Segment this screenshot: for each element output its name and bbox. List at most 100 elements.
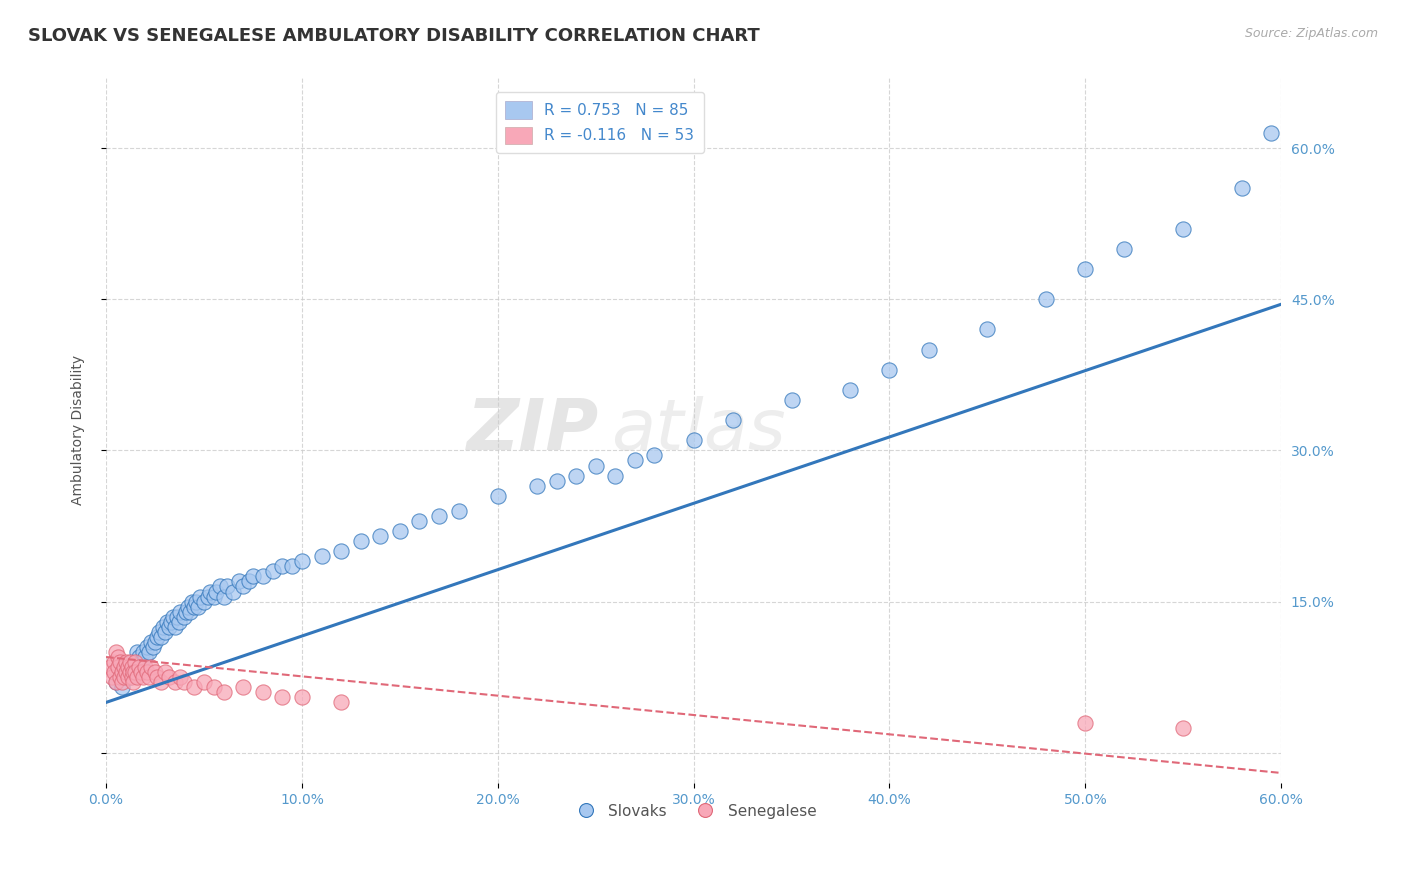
Point bbox=[976, 322, 998, 336]
Point bbox=[132, 645, 155, 659]
Point bbox=[252, 569, 274, 583]
Point bbox=[177, 599, 200, 614]
Point bbox=[202, 680, 225, 694]
Point bbox=[136, 640, 159, 654]
Point bbox=[202, 590, 225, 604]
Point bbox=[183, 680, 205, 694]
Point bbox=[917, 343, 939, 357]
Point bbox=[127, 645, 149, 659]
Point bbox=[311, 549, 333, 564]
Point bbox=[143, 665, 166, 680]
Point bbox=[103, 655, 125, 669]
Point bbox=[262, 565, 284, 579]
Point bbox=[682, 434, 704, 448]
Point bbox=[128, 650, 150, 665]
Point bbox=[107, 650, 129, 665]
Point bbox=[169, 605, 191, 619]
Point bbox=[124, 665, 146, 680]
Point bbox=[208, 579, 231, 593]
Point bbox=[139, 635, 162, 649]
Point bbox=[242, 569, 264, 583]
Y-axis label: Ambulatory Disability: Ambulatory Disability bbox=[72, 355, 86, 505]
Point bbox=[122, 675, 145, 690]
Point bbox=[1035, 292, 1057, 306]
Point bbox=[228, 574, 250, 589]
Point bbox=[138, 670, 160, 684]
Text: SLOVAK VS SENEGALESE AMBULATORY DISABILITY CORRELATION CHART: SLOVAK VS SENEGALESE AMBULATORY DISABILI… bbox=[28, 27, 759, 45]
Point bbox=[122, 665, 145, 680]
Point bbox=[121, 655, 143, 669]
Point bbox=[546, 474, 568, 488]
Point bbox=[193, 675, 215, 690]
Point bbox=[585, 458, 607, 473]
Point bbox=[98, 660, 121, 674]
Point bbox=[134, 650, 156, 665]
Point bbox=[486, 489, 509, 503]
Point bbox=[183, 599, 205, 614]
Point bbox=[350, 534, 373, 549]
Point bbox=[238, 574, 260, 589]
Point bbox=[134, 660, 156, 674]
Point bbox=[212, 685, 235, 699]
Point bbox=[188, 590, 211, 604]
Point bbox=[271, 690, 294, 705]
Point bbox=[131, 655, 153, 669]
Point bbox=[108, 670, 131, 684]
Point bbox=[142, 640, 165, 654]
Point bbox=[108, 655, 131, 669]
Point bbox=[281, 559, 304, 574]
Point bbox=[153, 624, 176, 639]
Point bbox=[388, 524, 411, 538]
Point bbox=[1260, 126, 1282, 140]
Point bbox=[159, 615, 181, 629]
Text: ZIP: ZIP bbox=[467, 396, 599, 465]
Point bbox=[176, 605, 198, 619]
Point bbox=[839, 383, 862, 397]
Point bbox=[217, 579, 239, 593]
Point bbox=[163, 675, 186, 690]
Point bbox=[193, 594, 215, 608]
Point bbox=[291, 690, 314, 705]
Point bbox=[104, 675, 127, 690]
Point bbox=[138, 645, 160, 659]
Point bbox=[291, 554, 314, 568]
Point bbox=[565, 468, 588, 483]
Point bbox=[212, 590, 235, 604]
Point bbox=[186, 594, 208, 608]
Point bbox=[1074, 715, 1097, 730]
Point bbox=[121, 660, 143, 674]
Point bbox=[157, 670, 180, 684]
Point bbox=[427, 508, 450, 523]
Text: Source: ZipAtlas.com: Source: ZipAtlas.com bbox=[1244, 27, 1378, 40]
Point bbox=[136, 665, 159, 680]
Point bbox=[780, 392, 803, 407]
Point bbox=[1173, 221, 1195, 235]
Point bbox=[330, 544, 353, 558]
Point bbox=[104, 675, 127, 690]
Point bbox=[139, 660, 162, 674]
Point bbox=[107, 660, 129, 674]
Point bbox=[114, 665, 136, 680]
Point bbox=[111, 680, 134, 694]
Point bbox=[605, 468, 627, 483]
Point bbox=[117, 670, 139, 684]
Point bbox=[162, 609, 184, 624]
Point bbox=[103, 665, 125, 680]
Point bbox=[198, 584, 221, 599]
Point bbox=[330, 695, 353, 709]
Point bbox=[179, 605, 201, 619]
Point bbox=[879, 363, 901, 377]
Point bbox=[721, 413, 744, 427]
Point bbox=[132, 670, 155, 684]
Point bbox=[526, 478, 548, 492]
Point bbox=[117, 660, 139, 674]
Point bbox=[114, 665, 136, 680]
Point bbox=[187, 599, 209, 614]
Point bbox=[447, 504, 470, 518]
Point bbox=[271, 559, 294, 574]
Point bbox=[173, 609, 195, 624]
Point bbox=[232, 680, 254, 694]
Point bbox=[149, 630, 172, 644]
Point bbox=[1074, 262, 1097, 277]
Point bbox=[104, 645, 127, 659]
